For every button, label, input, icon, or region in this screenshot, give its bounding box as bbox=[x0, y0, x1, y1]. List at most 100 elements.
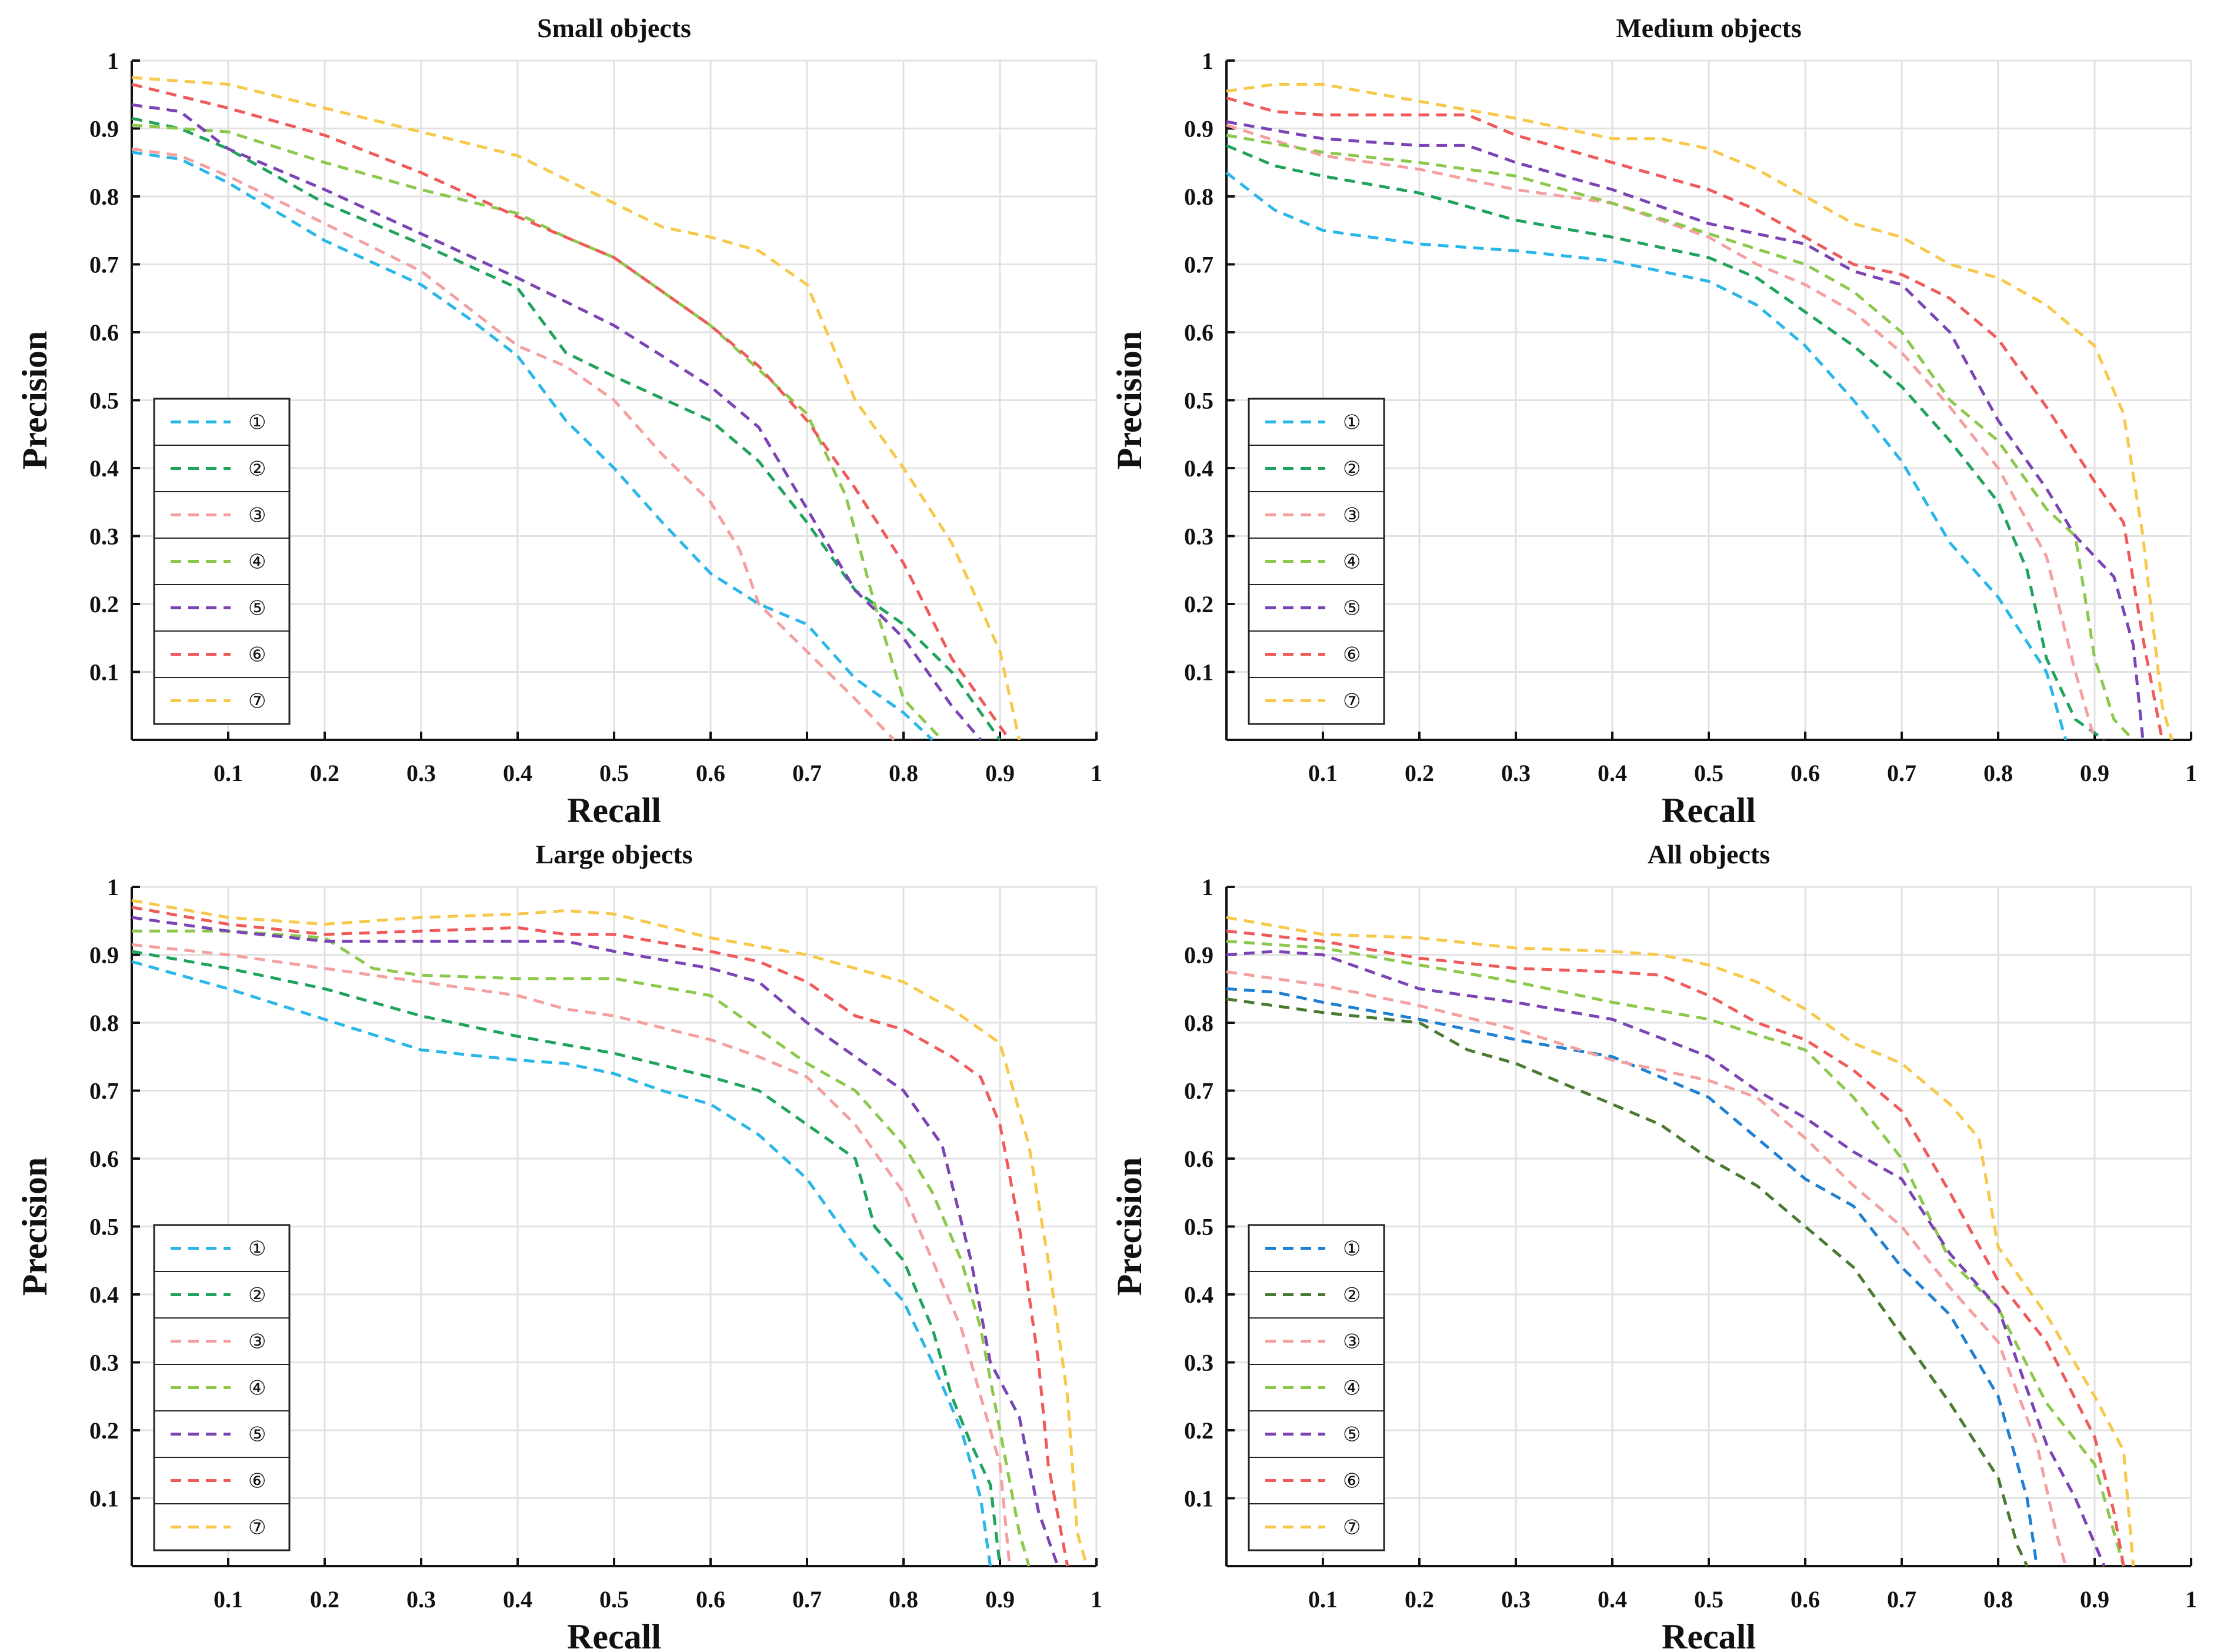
x-tick-label: 0.7 bbox=[1887, 1586, 1916, 1613]
y-tick-label: 0.7 bbox=[89, 252, 119, 278]
x-tick-label: 0.2 bbox=[1405, 1586, 1434, 1613]
x-tick-label: 0.4 bbox=[503, 1586, 532, 1613]
legend: ① ② ③ ④ ⑤ ⑥ ⑦ bbox=[1248, 398, 1385, 725]
series-line-4 bbox=[1226, 939, 2125, 1567]
x-tick-label: 0.3 bbox=[406, 1586, 436, 1613]
y-tick-label: 0.3 bbox=[89, 523, 119, 550]
y-tick-label: 0.8 bbox=[1184, 1010, 1213, 1036]
x-tick-label: 0.7 bbox=[1887, 760, 1916, 786]
y-tick-label: 1 bbox=[107, 48, 119, 74]
y-tick-label: 0.7 bbox=[1184, 252, 1213, 278]
y-tick-label: 0.4 bbox=[89, 1281, 119, 1308]
y-tick-label: 0.6 bbox=[1184, 319, 1213, 346]
series-line-6 bbox=[131, 82, 1011, 741]
x-tick-label: 0.8 bbox=[889, 760, 918, 786]
y-tick-label: 0.1 bbox=[1184, 1486, 1213, 1512]
y-tick-label: 0.2 bbox=[1184, 1417, 1213, 1444]
series-line-2 bbox=[1226, 997, 2029, 1567]
y-tick-label: 0.4 bbox=[1184, 455, 1213, 482]
x-tick-label: 0.7 bbox=[792, 760, 822, 786]
legend-label: ⑦ bbox=[1343, 691, 1361, 713]
y-tick-label: 0.2 bbox=[89, 1417, 119, 1444]
legend-label: ③ bbox=[248, 505, 266, 527]
chart-panel-3: 0.1 0.2 0.3 0.4 0.5 0.6 0.7 0.8 0.9 1 0.1 0.2 0.3 0.4… bbox=[15, 839, 1102, 1652]
y-tick-label: 0.4 bbox=[89, 455, 119, 482]
x-tick-label: 0.9 bbox=[985, 760, 1015, 786]
legend-label: ⑦ bbox=[248, 691, 266, 713]
legend-label: ⑤ bbox=[248, 598, 266, 620]
y-tick-label: 0.6 bbox=[89, 1146, 119, 1172]
series-line-3 bbox=[1226, 124, 2096, 740]
legend-label: ⑤ bbox=[1343, 598, 1361, 620]
legend-label: ⑤ bbox=[248, 1424, 266, 1446]
x-tick-label: 0.2 bbox=[1405, 760, 1434, 786]
series-line-5 bbox=[131, 103, 982, 741]
y-tick-label: 0.3 bbox=[1184, 1350, 1213, 1376]
x-axis-label: Recall bbox=[567, 791, 661, 830]
y-tick-label: 0.6 bbox=[89, 319, 119, 346]
y-tick-label: 0.5 bbox=[1184, 388, 1213, 414]
legend-label: ① bbox=[1343, 1239, 1361, 1260]
legend-label: ⑥ bbox=[1343, 645, 1361, 666]
series-line-4 bbox=[1226, 134, 2135, 741]
y-axis-label: Precision bbox=[1110, 1157, 1149, 1296]
chart-panel-1: 0.1 0.2 0.3 0.4 0.5 0.6 0.7 0.8 0.9 1 0.1 0.2 0.3 0.4… bbox=[15, 13, 1102, 830]
legend: ① ② ③ ④ ⑤ ⑥ ⑦ bbox=[1248, 1224, 1385, 1551]
x-tick-label: 0.6 bbox=[696, 760, 725, 786]
legend-label: ④ bbox=[1343, 552, 1361, 573]
x-axis-label: Recall bbox=[1662, 1617, 1756, 1652]
y-tick-label: 0.2 bbox=[89, 591, 119, 618]
legend-label: ④ bbox=[1343, 1378, 1361, 1400]
y-tick-label: 0.7 bbox=[1184, 1078, 1213, 1104]
legend-label: ⑥ bbox=[1343, 1471, 1361, 1493]
x-tick-label: 0.6 bbox=[696, 1586, 725, 1613]
x-tick-label: 0.8 bbox=[1983, 1586, 2013, 1613]
x-axis-label: Recall bbox=[567, 1617, 661, 1652]
legend-label: ③ bbox=[1343, 505, 1361, 527]
series-line-3 bbox=[131, 943, 1011, 1567]
y-tick-label: 0.5 bbox=[1184, 1214, 1213, 1240]
series-line-1 bbox=[1226, 987, 2039, 1567]
x-tick-label: 0.5 bbox=[599, 1586, 629, 1613]
legend-label: ⑥ bbox=[248, 645, 266, 666]
series-line-6 bbox=[1226, 96, 2164, 740]
x-tick-label: 0.4 bbox=[1598, 760, 1627, 786]
y-tick-label: 0.8 bbox=[89, 183, 119, 210]
y-tick-label: 0.6 bbox=[1184, 1146, 1213, 1172]
x-tick-label: 0.3 bbox=[406, 760, 436, 786]
y-tick-label: 0.4 bbox=[1184, 1281, 1213, 1308]
legend-label: ② bbox=[1343, 459, 1361, 480]
legend: ① ② ③ ④ ⑤ ⑥ ⑦ bbox=[153, 1224, 291, 1551]
y-tick-label: 0.9 bbox=[1184, 116, 1213, 142]
x-tick-label: 0.8 bbox=[1983, 760, 2013, 786]
legend-label: ⑥ bbox=[248, 1471, 266, 1493]
y-tick-label: 0.8 bbox=[89, 1010, 119, 1036]
x-tick-label: 0.7 bbox=[792, 1586, 822, 1613]
legend-label: ④ bbox=[248, 1378, 266, 1400]
series-line-2 bbox=[1226, 144, 2105, 742]
x-tick-label: 0.1 bbox=[214, 1586, 243, 1613]
x-tick-label: 1 bbox=[1091, 760, 1102, 786]
series-line-1 bbox=[1225, 171, 2068, 740]
chart-title: All objects bbox=[1648, 839, 1770, 869]
series-line-1 bbox=[131, 151, 934, 741]
chart-title: Medium objects bbox=[1616, 13, 1802, 43]
y-tick-label: 0.9 bbox=[89, 942, 119, 969]
series-line-5 bbox=[131, 916, 1059, 1567]
x-tick-label: 0.3 bbox=[1501, 1586, 1531, 1613]
x-tick-label: 0.9 bbox=[2080, 1586, 2109, 1613]
legend-label: ⑦ bbox=[248, 1517, 266, 1539]
legend-label: ② bbox=[1343, 1285, 1361, 1307]
y-tick-label: 1 bbox=[1202, 874, 1213, 900]
x-tick-label: 1 bbox=[2185, 1586, 2197, 1613]
y-tick-label: 0.3 bbox=[89, 1350, 119, 1376]
legend: ① ② ③ ④ ⑤ ⑥ ⑦ bbox=[153, 398, 291, 725]
x-tick-label: 0.9 bbox=[985, 1586, 1015, 1613]
y-tick-label: 0.5 bbox=[89, 388, 119, 414]
legend-label: ⑦ bbox=[1343, 1517, 1361, 1539]
y-tick-label: 0.1 bbox=[89, 659, 119, 686]
legend-label: ② bbox=[248, 459, 266, 480]
y-tick-label: 0.9 bbox=[1184, 942, 1213, 969]
x-tick-label: 1 bbox=[1091, 1586, 1102, 1613]
